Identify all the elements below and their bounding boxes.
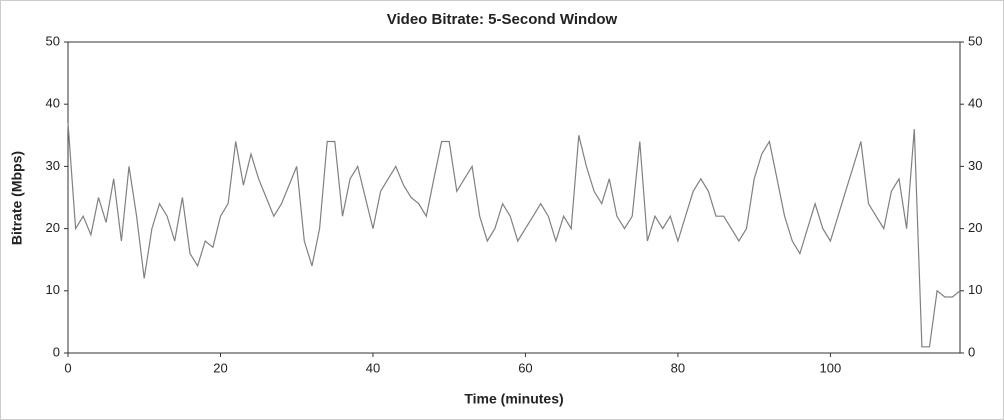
y2-tick-label: 50 — [968, 33, 982, 48]
x-tick-label: 40 — [366, 360, 380, 375]
y-tick-label: 40 — [46, 96, 60, 111]
y2-tick-label: 40 — [968, 96, 982, 111]
x-tick-label: 80 — [671, 360, 685, 375]
y2-tick-label: 30 — [968, 158, 982, 173]
y2-tick-label: 20 — [968, 220, 982, 235]
y2-tick-label: 10 — [968, 282, 982, 297]
chart-title: Video Bitrate: 5-Second Window — [387, 11, 618, 28]
y-tick-label: 30 — [46, 158, 60, 173]
y-tick-label: 0 — [53, 344, 60, 359]
y-axis-label: Bitrate (Mbps) — [9, 151, 25, 245]
x-axis-label: Time (minutes) — [464, 391, 563, 407]
plot-area — [67, 41, 961, 354]
bitrate-line — [67, 122, 961, 348]
x-tick-label: 60 — [518, 360, 532, 375]
y-tick-label: 10 — [46, 282, 60, 297]
x-tick-label: 100 — [820, 360, 842, 375]
y2-tick-label: 0 — [968, 344, 975, 359]
x-tick-label: 0 — [64, 360, 71, 375]
x-tick-label: 20 — [213, 360, 227, 375]
y-tick-label: 50 — [46, 33, 60, 48]
y-tick-label: 20 — [46, 220, 60, 235]
